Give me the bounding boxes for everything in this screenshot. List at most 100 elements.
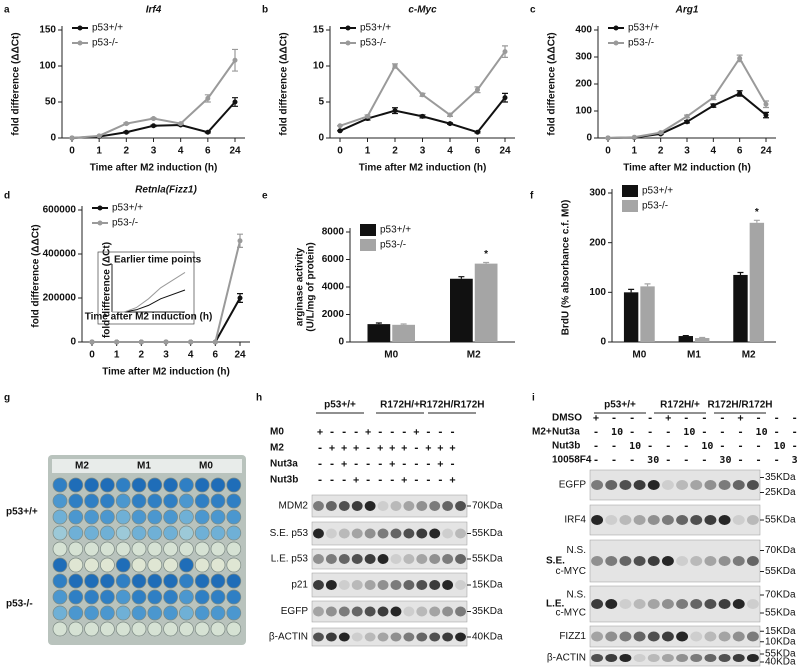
legend-marker [77, 25, 83, 31]
y-tick-label: 5 [318, 97, 324, 108]
point [392, 108, 398, 114]
blot-band [455, 528, 466, 539]
chart-bar: f BrdU (% absorbance c.f. M0) 0 100 200 300 M0… [530, 185, 776, 361]
blot-band [377, 580, 389, 590]
well [226, 541, 242, 557]
blot-label: EGFP [559, 480, 587, 491]
blot-band [690, 515, 703, 525]
y-tick-label: 200 [575, 79, 592, 90]
y-tick-label: 0 [586, 133, 592, 144]
blot-band [746, 556, 759, 566]
group-label: R172H/+ [380, 400, 420, 411]
well [226, 557, 242, 573]
y-tick-label: 200000 [43, 293, 77, 304]
well [194, 589, 210, 605]
blot-band [364, 606, 376, 617]
well [226, 477, 242, 493]
blot-band [746, 631, 759, 642]
x-tick-label: M1 [687, 350, 701, 361]
size-marker: 15KDa [765, 626, 796, 637]
x-tick-label: 3 [151, 146, 157, 157]
x-tick-label: 0 [89, 350, 95, 361]
well [194, 541, 210, 557]
legend-label: p53-/- [360, 38, 386, 49]
well [52, 573, 68, 589]
well [100, 589, 115, 605]
well [84, 477, 99, 493]
point [123, 129, 129, 135]
point [138, 339, 144, 345]
x-tick-label: 1 [365, 146, 371, 157]
panel-label: h [256, 393, 262, 404]
well [52, 525, 68, 541]
well [147, 589, 163, 605]
blot-band [313, 580, 324, 590]
error-bar [737, 271, 744, 275]
size-marker: 40KDa [765, 657, 796, 668]
well [131, 573, 147, 589]
blot-strip [589, 469, 761, 501]
well [131, 541, 147, 557]
blot-strip [589, 649, 761, 667]
well [52, 509, 68, 525]
blot-strip [589, 539, 761, 583]
x-tick-label: 1 [632, 146, 638, 157]
blot-band [403, 501, 415, 511]
blot-band [647, 654, 660, 662]
blot-band [351, 606, 363, 617]
size-marker: 55KDa [765, 515, 796, 526]
well [210, 573, 226, 589]
well [100, 557, 115, 573]
well [194, 605, 210, 621]
size-marker: 55KDa [765, 566, 796, 577]
blot-band [364, 528, 376, 539]
point [232, 57, 238, 63]
blot-band [313, 501, 324, 511]
blot-band [313, 554, 324, 564]
blot-band [704, 654, 717, 662]
well [147, 605, 163, 621]
well [163, 493, 178, 509]
chart-title: c-Myc [408, 5, 437, 16]
blot-band [351, 501, 363, 511]
well [210, 621, 226, 637]
blot-band [746, 480, 759, 490]
blot-band [605, 515, 618, 525]
y-tick-label: 0 [338, 337, 344, 348]
well [163, 557, 178, 573]
blot-band [690, 654, 703, 662]
x-axis-label: Time after M2 induction (h) [90, 163, 218, 174]
blot-band [403, 632, 415, 642]
well [226, 493, 242, 509]
x-tick-label: 0 [337, 146, 343, 157]
chart-inset: Earlier time points Time after M2 inducti… [85, 242, 213, 338]
blot-label: S.E. p53 [270, 528, 309, 539]
x-tick-label: 24 [760, 146, 772, 157]
well [194, 557, 210, 573]
condition-marks: - - 10 - - - 10 - - - 10 - [593, 441, 798, 452]
well [147, 525, 163, 541]
well [226, 605, 242, 621]
blot-band [325, 606, 337, 617]
size-marker: 70KDa [765, 590, 796, 601]
well [115, 589, 131, 605]
well [179, 477, 194, 493]
blot-band [591, 599, 604, 609]
group-label: p53+/+ [604, 400, 636, 411]
blot-band [591, 631, 604, 642]
blot-band [591, 515, 604, 525]
chart-line: c Arg1 Time after M2 induction (h) fold dif… [530, 5, 776, 174]
blot-band [377, 554, 389, 564]
blot-band [661, 599, 674, 609]
blot-band [619, 654, 632, 662]
chart-title: Retnla(Fizz1) [135, 185, 197, 196]
well [147, 493, 163, 509]
well [68, 493, 84, 509]
condition-label: Nut3b [552, 441, 580, 452]
y-axis-label: arginase activity [295, 247, 306, 326]
well [147, 557, 163, 573]
blot-band [455, 554, 466, 564]
legend-label: p53+/+ [112, 203, 143, 214]
x-tick-label: 4 [178, 146, 184, 157]
well [115, 493, 131, 509]
